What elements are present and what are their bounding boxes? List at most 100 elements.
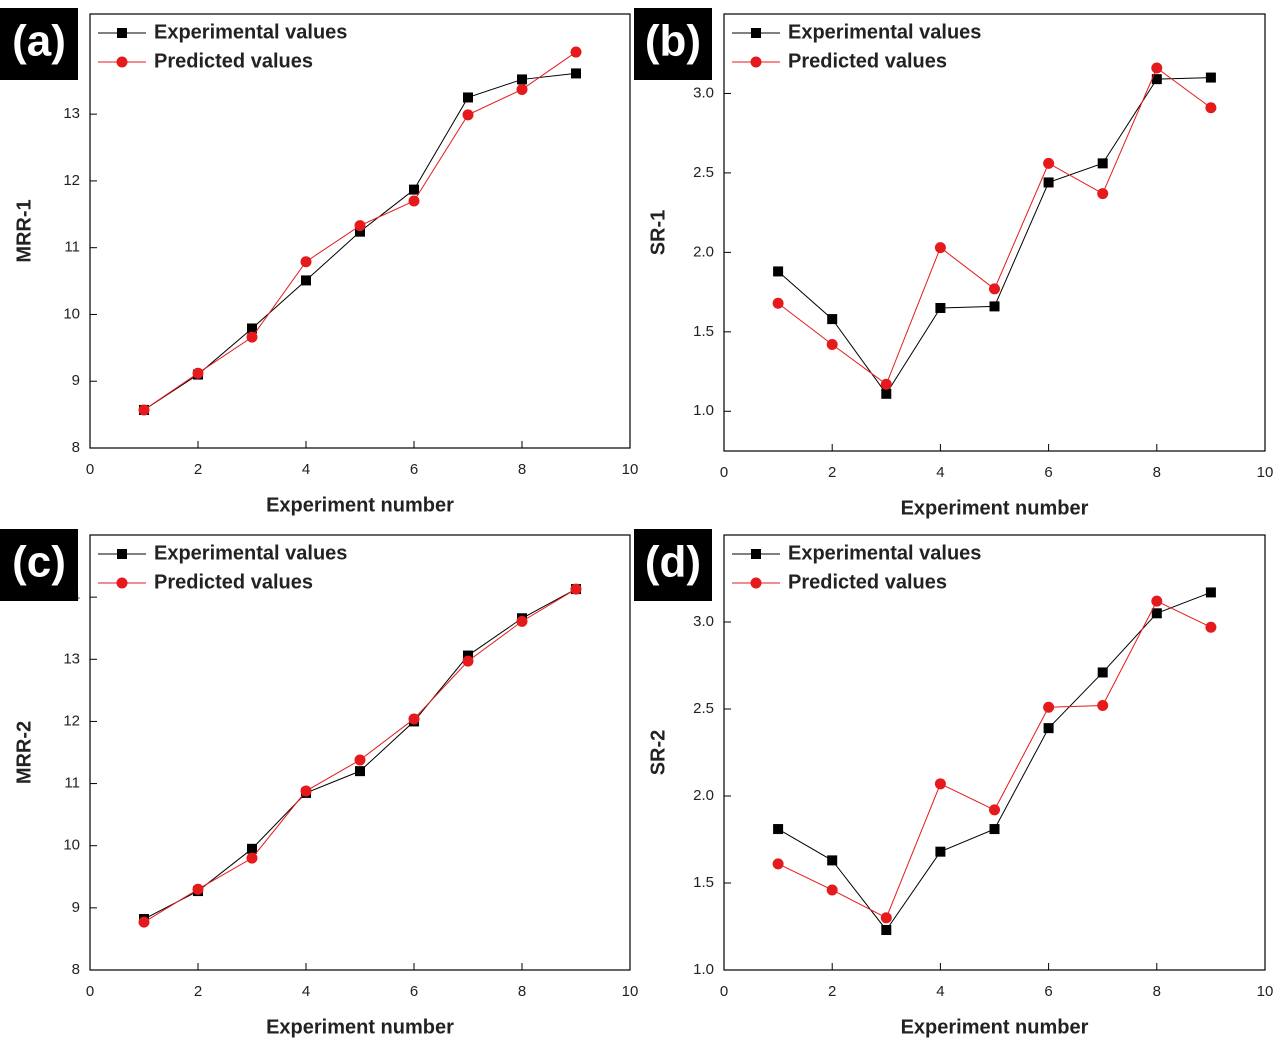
legend-label: Experimental values bbox=[788, 542, 981, 564]
series-line bbox=[777, 600, 1212, 919]
series bbox=[139, 68, 581, 415]
y-tick-label: 1.0 bbox=[693, 402, 714, 419]
marker bbox=[827, 314, 838, 325]
series-line bbox=[777, 77, 1211, 395]
x-tick-label: 10 bbox=[1257, 464, 1274, 481]
marker bbox=[1205, 587, 1216, 598]
marker bbox=[935, 846, 946, 857]
x-tick-label: 4 bbox=[302, 461, 310, 478]
y-tick-label: 10 bbox=[63, 305, 80, 322]
x-tick-label: 6 bbox=[410, 983, 418, 1000]
marker bbox=[463, 92, 473, 103]
y-axis-label: MRR-1 bbox=[13, 199, 35, 262]
y-tick-label: 2.5 bbox=[693, 700, 714, 717]
marker bbox=[1205, 72, 1216, 83]
y-tick-label: 9 bbox=[72, 372, 80, 389]
plot-frame bbox=[723, 13, 1266, 452]
y-tick-label: 8 bbox=[72, 439, 80, 456]
marker bbox=[989, 824, 1000, 835]
x-tick-label: 0 bbox=[720, 464, 728, 481]
marker bbox=[247, 843, 257, 854]
series-line bbox=[143, 588, 577, 920]
y-tick-label: 1.5 bbox=[693, 323, 714, 340]
y-tick-label: 13 bbox=[63, 650, 80, 667]
x-tick-label: 6 bbox=[1044, 464, 1052, 481]
marker bbox=[138, 916, 150, 928]
marker bbox=[1205, 102, 1217, 114]
marker bbox=[989, 283, 1000, 295]
x-axis-label: Experiment number bbox=[901, 497, 1089, 519]
marker bbox=[517, 74, 527, 85]
x-axis-label: Experiment number bbox=[901, 1016, 1089, 1038]
marker bbox=[247, 323, 257, 334]
x-tick-label: 8 bbox=[518, 461, 526, 478]
panel-label-box bbox=[634, 529, 712, 601]
marker bbox=[1097, 188, 1109, 200]
y-axis-label: SR-2 bbox=[647, 730, 669, 776]
marker bbox=[989, 804, 1000, 816]
marker bbox=[192, 367, 204, 379]
panel-label: (c) bbox=[12, 538, 66, 587]
y-tick-label: 10 bbox=[63, 837, 80, 854]
marker bbox=[1043, 157, 1055, 169]
marker bbox=[246, 331, 258, 343]
marker bbox=[409, 184, 419, 195]
marker bbox=[881, 388, 892, 399]
marker bbox=[773, 824, 784, 835]
marker bbox=[516, 83, 528, 95]
marker bbox=[1043, 723, 1054, 734]
marker bbox=[751, 549, 761, 559]
series bbox=[772, 595, 1217, 924]
legend-label: Experimental values bbox=[154, 21, 347, 43]
marker bbox=[116, 56, 128, 68]
plot-frame bbox=[723, 534, 1266, 971]
marker bbox=[772, 297, 784, 309]
marker bbox=[1097, 158, 1108, 169]
marker bbox=[355, 766, 365, 777]
x-tick-label: 2 bbox=[828, 464, 836, 481]
y-tick-label: 3.0 bbox=[693, 613, 714, 630]
marker bbox=[881, 924, 892, 935]
series bbox=[773, 72, 1216, 399]
marker bbox=[750, 577, 762, 589]
marker bbox=[300, 785, 312, 797]
y-tick-label: 11 bbox=[64, 775, 80, 792]
marker bbox=[1151, 74, 1162, 85]
y-tick-label: 1.0 bbox=[693, 961, 714, 978]
marker bbox=[880, 378, 892, 390]
marker bbox=[1151, 62, 1163, 74]
marker bbox=[408, 713, 420, 725]
marker bbox=[1151, 595, 1163, 607]
x-tick-label: 10 bbox=[1257, 983, 1274, 1000]
y-tick-label: 1.5 bbox=[693, 874, 714, 891]
x-tick-label: 10 bbox=[622, 461, 639, 478]
marker bbox=[1151, 608, 1162, 619]
marker bbox=[246, 852, 258, 864]
y-tick-label: 2.0 bbox=[693, 243, 714, 260]
marker bbox=[354, 220, 366, 232]
marker bbox=[355, 226, 365, 237]
panel-label: (d) bbox=[645, 538, 701, 587]
marker bbox=[1097, 700, 1109, 712]
series bbox=[773, 587, 1216, 935]
x-tick-label: 8 bbox=[1153, 983, 1161, 1000]
marker bbox=[750, 56, 762, 68]
panel-label-box bbox=[0, 529, 78, 601]
marker bbox=[462, 655, 474, 667]
marker bbox=[138, 404, 150, 416]
marker bbox=[989, 301, 1000, 312]
x-tick-label: 0 bbox=[86, 983, 94, 1000]
marker bbox=[826, 339, 838, 351]
series-line bbox=[777, 67, 1212, 386]
panel-label-box bbox=[634, 8, 712, 80]
series-line bbox=[777, 591, 1212, 931]
legend-label: Predicted values bbox=[154, 571, 313, 593]
panel-label: (b) bbox=[645, 17, 701, 66]
marker bbox=[117, 549, 127, 559]
marker bbox=[880, 912, 892, 924]
marker bbox=[773, 266, 784, 277]
x-tick-label: 8 bbox=[518, 983, 526, 1000]
marker bbox=[935, 302, 946, 313]
legend-label: Predicted values bbox=[154, 50, 313, 72]
legend-label: Experimental values bbox=[788, 21, 981, 43]
